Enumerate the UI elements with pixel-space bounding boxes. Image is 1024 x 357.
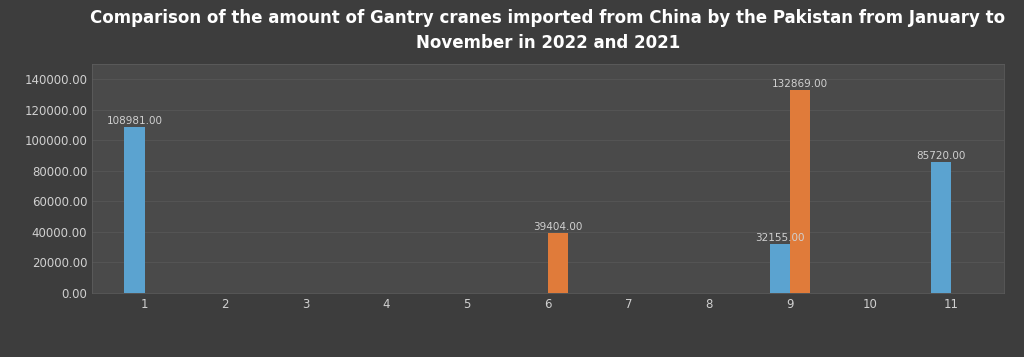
Legend: 2021年, 2022年: 2021年, 2022年 xyxy=(486,355,609,357)
Text: 39404.00: 39404.00 xyxy=(534,221,583,231)
Bar xyxy=(790,90,810,293)
Text: 108981.00: 108981.00 xyxy=(106,116,163,126)
Bar xyxy=(548,233,568,293)
Text: 132869.00: 132869.00 xyxy=(772,79,828,89)
Bar xyxy=(125,127,144,293)
Bar xyxy=(931,162,951,293)
Text: 32155.00: 32155.00 xyxy=(755,232,805,242)
Title: Comparison of the amount of Gantry cranes imported from China by the Pakistan fr: Comparison of the amount of Gantry crane… xyxy=(90,9,1006,52)
Text: 85720.00: 85720.00 xyxy=(916,151,966,161)
Bar xyxy=(770,244,790,293)
